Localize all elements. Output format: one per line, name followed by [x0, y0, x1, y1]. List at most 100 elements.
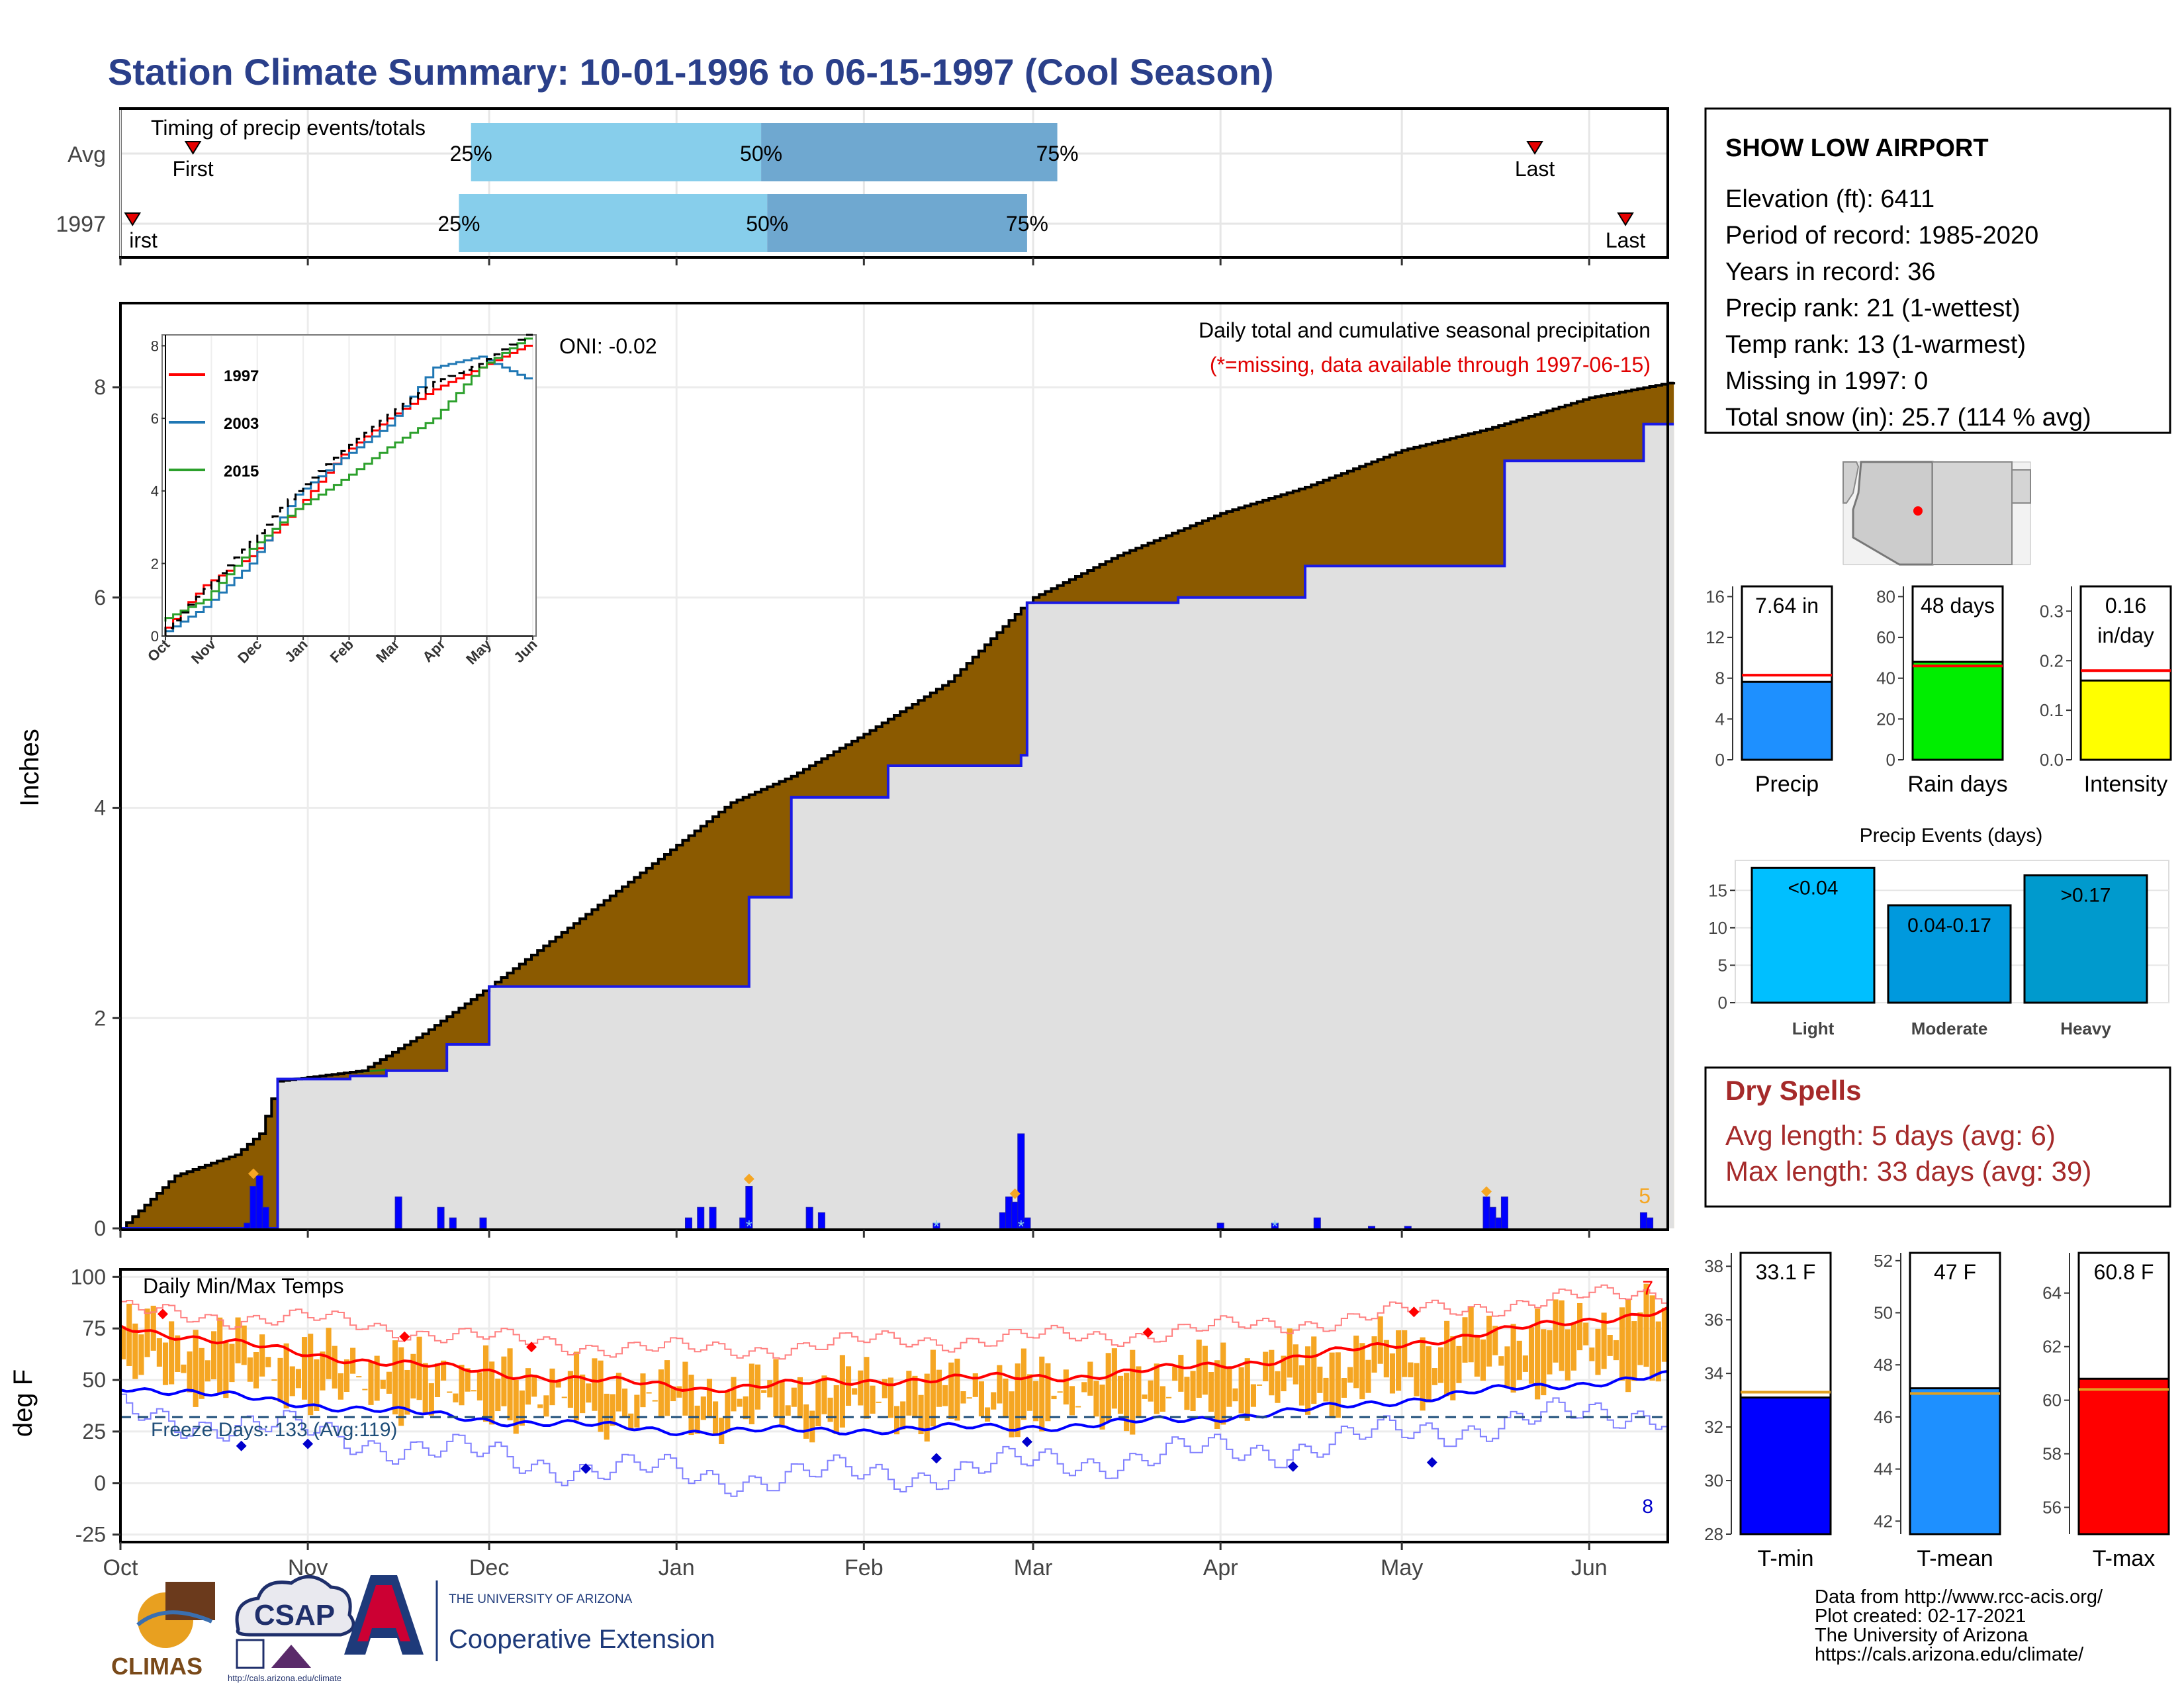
summary-intensity-ytick-label-1: 0.1 [2040, 700, 2064, 720]
precip-corner-count: 5 [1639, 1184, 1651, 1208]
events-ytick-label-0: 0 [1718, 993, 1727, 1013]
temp-summary-t-mean-chart: 42 44 46 48 50 52 47 F T-mean [1874, 1251, 2001, 1571]
temp-daily-range-bar [1432, 1368, 1437, 1385]
temp-daily-range-bar [1625, 1299, 1631, 1393]
temperature-title: Daily Min/Max Temps [143, 1274, 343, 1298]
temp-ytick-label-5: 100 [71, 1265, 106, 1289]
temp-daily-range-bar [1202, 1346, 1208, 1395]
summary-precip-ytick-label-2: 8 [1715, 668, 1725, 688]
temp-daily-range-bar [1323, 1377, 1329, 1402]
dry-spells-title: Dry Spells [1725, 1075, 1861, 1106]
daily-precip-bar [817, 1212, 825, 1229]
events-bar-label-0: <0.04 [1788, 877, 1839, 899]
temp-daily-range-bar [1021, 1348, 1026, 1420]
temp-daily-range-bar [682, 1361, 688, 1416]
temp-summary-t-max-value-label: 60.8 F [2094, 1260, 2154, 1284]
events-title: Precip Events (days) [1860, 825, 2043, 846]
temp-daily-range-bar [954, 1358, 960, 1421]
temp-daily-range-bar [706, 1379, 713, 1418]
precip-ytick-label-3: 6 [94, 586, 106, 610]
temp-daily-range-bar [1655, 1321, 1661, 1382]
temp-daily-range-bar [803, 1404, 809, 1439]
summary-rain-days-ytick-label-1: 20 [1876, 709, 1895, 729]
station-temp-rank: Temp rank: 13 (1-warmest) [1725, 331, 2026, 359]
snow-marker-2: * [1018, 1216, 1024, 1236]
average-min-line [120, 1369, 1668, 1437]
daily-precip-bar [1494, 1217, 1502, 1229]
temp-daily-range-bar [797, 1377, 803, 1419]
cumulative-observed-line [120, 381, 1676, 1230]
daily-precip-bar [250, 1185, 257, 1229]
temp-daily-range-bar [960, 1391, 966, 1404]
timing-pct-label-y1997-0: 25% [437, 212, 480, 236]
temp-summary-t-max-ytick-label-4: 64 [2042, 1283, 2062, 1303]
temp-daily-range-bar [900, 1401, 906, 1430]
record-low-marker-2 [580, 1463, 592, 1474]
inset-series-line-1 [164, 355, 533, 636]
temp-daily-range-bar [1244, 1358, 1250, 1421]
temp-daily-range-bar [839, 1355, 845, 1428]
temp-daily-range-bar [507, 1348, 513, 1421]
temp-daily-range-bar [1329, 1352, 1335, 1418]
temp-ytick-label-4: 75 [82, 1316, 106, 1340]
temp-daily-range-bar [852, 1388, 858, 1395]
temp-daily-range-bar [628, 1413, 634, 1430]
temp-daily-range-bar [308, 1334, 314, 1416]
temp-daily-range-bar [1148, 1380, 1154, 1402]
temp-daily-range-bar [991, 1392, 997, 1410]
temp-daily-range-bar [1220, 1342, 1226, 1425]
temp-daily-range-bar [162, 1342, 169, 1385]
temp-daily-range-bar [1099, 1385, 1105, 1430]
temp-summary-t-mean-ytick-label-1: 44 [1874, 1459, 1893, 1479]
summary-rain-days-category-label: Rain days [1907, 772, 2007, 797]
temp-daily-range-bar [1045, 1363, 1051, 1422]
temp-daily-range-bar [809, 1410, 815, 1443]
daily-max-marker-2 [1009, 1188, 1021, 1199]
temp-daily-range-bar [181, 1364, 187, 1373]
temp-daily-range-bar [779, 1381, 785, 1426]
temp-daily-range-bar [1462, 1317, 1468, 1363]
temp-daily-range-bar [1649, 1295, 1655, 1381]
events-bar-1 [1887, 904, 2012, 1004]
events-bar-label-2: >0.17 [2061, 885, 2111, 907]
timing-title: Timing of precip events/totals [151, 116, 426, 140]
temp-daily-range-bar [1015, 1363, 1021, 1438]
temp-daily-range-bar [320, 1351, 326, 1391]
temp-daily-range-bar [1619, 1307, 1625, 1381]
temp-daily-range-bar [1178, 1355, 1184, 1392]
summary-rain-days-bar [1911, 661, 2004, 761]
temp-daily-range-bar [1232, 1388, 1238, 1402]
inset-ytick-label-1: 2 [151, 555, 159, 572]
temp-ytick-label-2: 25 [82, 1420, 106, 1443]
station-name: SHOW LOW AIRPORT [1725, 134, 1989, 162]
timing-bar-lower-y1997 [459, 194, 768, 252]
temp-daily-range-bar [1117, 1375, 1124, 1414]
temp-daily-range-bar [1365, 1359, 1371, 1393]
temp-daily-range-bar [519, 1390, 525, 1426]
timing-marker-label-avg-last: Last [1515, 157, 1555, 181]
temp-daily-range-bar [725, 1391, 731, 1432]
temp-summary-t-min-ytick-label-0: 28 [1704, 1524, 1723, 1544]
temp-daily-range-bar [338, 1373, 343, 1400]
temp-ytick-label-1: 0 [94, 1471, 106, 1495]
temp-daily-range-bar [1160, 1386, 1165, 1412]
temp-daily-range-bar [1383, 1340, 1389, 1378]
temp-daily-range-bar [767, 1380, 773, 1398]
temp-summary-t-mean-value-label: 47 F [1934, 1260, 1976, 1284]
temp-daily-range-bar [1111, 1348, 1117, 1409]
climas-text: CLIMAS [111, 1653, 203, 1680]
temp-daily-range-bar [422, 1363, 428, 1414]
temp-daily-range-bar [555, 1380, 561, 1388]
temp-daily-range-bar [156, 1338, 162, 1367]
temp-daily-range-bar [271, 1379, 277, 1381]
dry-spells-avg: Avg length: 5 days (avg: 6) [1725, 1120, 2056, 1151]
temp-daily-range-bar [646, 1392, 652, 1394]
temp-daily-range-bar [368, 1361, 374, 1405]
temp-summary-t-mean-category-label: T-mean [1917, 1546, 1993, 1571]
freeze-days-label: Freeze Days: 133 (Avg:119) [151, 1419, 397, 1441]
temp-daily-range-bar [1643, 1283, 1649, 1367]
summary-intensity-ytick-label-3: 0.3 [2040, 601, 2064, 621]
cumulative-average-area [120, 424, 1674, 1229]
